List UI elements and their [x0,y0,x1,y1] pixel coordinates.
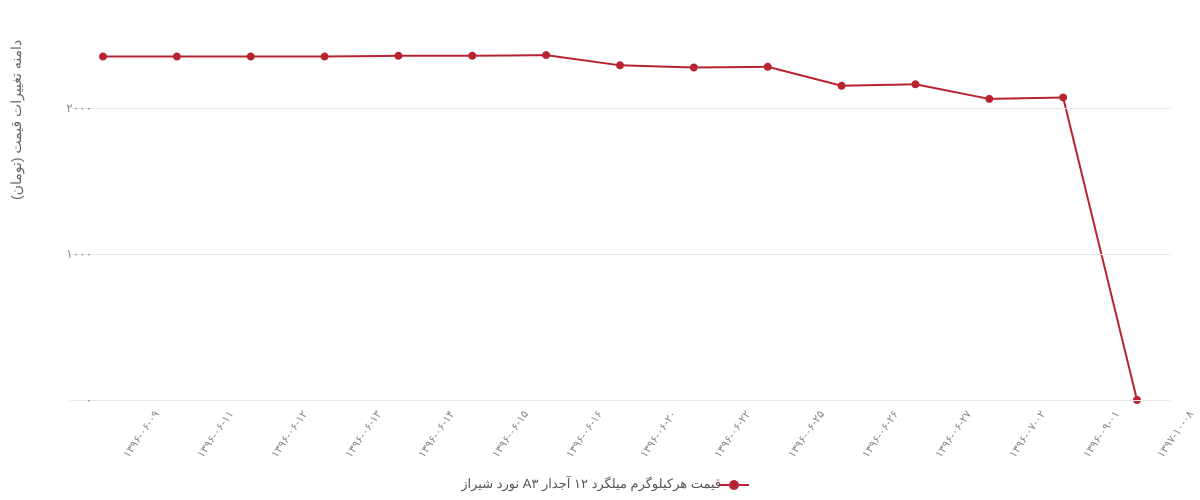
x-tick-label: ۱۳۹۶-۰۶-۱۴ [416,408,458,460]
plot-area [70,20,1170,400]
data-point [985,95,993,103]
y-tick-label: ۱۰۰۰ [66,247,92,261]
x-tick-label: ۱۳۹۶-۰۶-۱۵ [490,408,532,460]
x-tick-label: ۱۳۹۶-۰۶-۱۲ [268,408,310,460]
data-point [764,63,772,71]
data-point [247,53,255,61]
data-point [616,61,624,69]
y-tick-label: ۰ [86,393,92,407]
x-tick-label: ۱۳۹۶-۰۶-۲۶ [859,408,901,460]
gridline [70,400,1170,401]
x-tick-label: ۱۳۹۶-۰۶-۰۹ [120,408,162,460]
x-tick-label: ۱۳۹۶-۰۷-۰۲ [1007,408,1049,460]
legend-label: نورد شیراز A۳ قیمت هرکیلوگرم میلگرد ۱۲ آ… [461,476,721,491]
x-tick-label: ۱۳۹۷-۱۰-۰۸ [1154,408,1196,460]
data-point [468,52,476,60]
x-tick-label: ۱۳۹۶-۰۹-۰۱ [1080,408,1122,460]
data-point [542,51,550,59]
legend-marker-icon [729,480,739,490]
x-tick-label: ۱۳۹۶-۰۶-۲۲ [711,408,753,460]
legend: نورد شیراز A۳ قیمت هرکیلوگرم میلگرد ۱۲ آ… [0,476,1200,492]
y-axis-label: دامنه تغییرات قیمت (تومان) [8,40,25,200]
gridline [70,108,1170,109]
x-tick-label: ۱۳۹۶-۰۶-۱۱ [194,408,236,460]
data-point [838,82,846,90]
line-series-svg [70,20,1170,400]
x-tick-label: ۱۳۹۶-۰۶-۱۶ [563,408,605,460]
data-point [690,64,698,72]
data-point [1059,93,1067,101]
y-tick-label: ۲۰۰۰ [66,101,92,115]
data-point [99,53,107,61]
gridline [70,254,1170,255]
data-point [321,53,329,61]
data-point [173,53,181,61]
x-tick-label: ۱۳۹۶-۰۶-۱۳ [342,408,384,460]
x-tick-label: ۱۳۹۶-۰۶-۲۷ [933,408,975,460]
x-tick-label: ۱۳۹۶-۰۶-۲۰ [637,408,679,460]
data-point [394,52,402,60]
data-point [911,80,919,88]
x-tick-label: ۱۳۹۶-۰۶-۲۵ [785,408,827,460]
chart-container: دامنه تغییرات قیمت (تومان) نورد شیراز A۳… [0,0,1200,500]
